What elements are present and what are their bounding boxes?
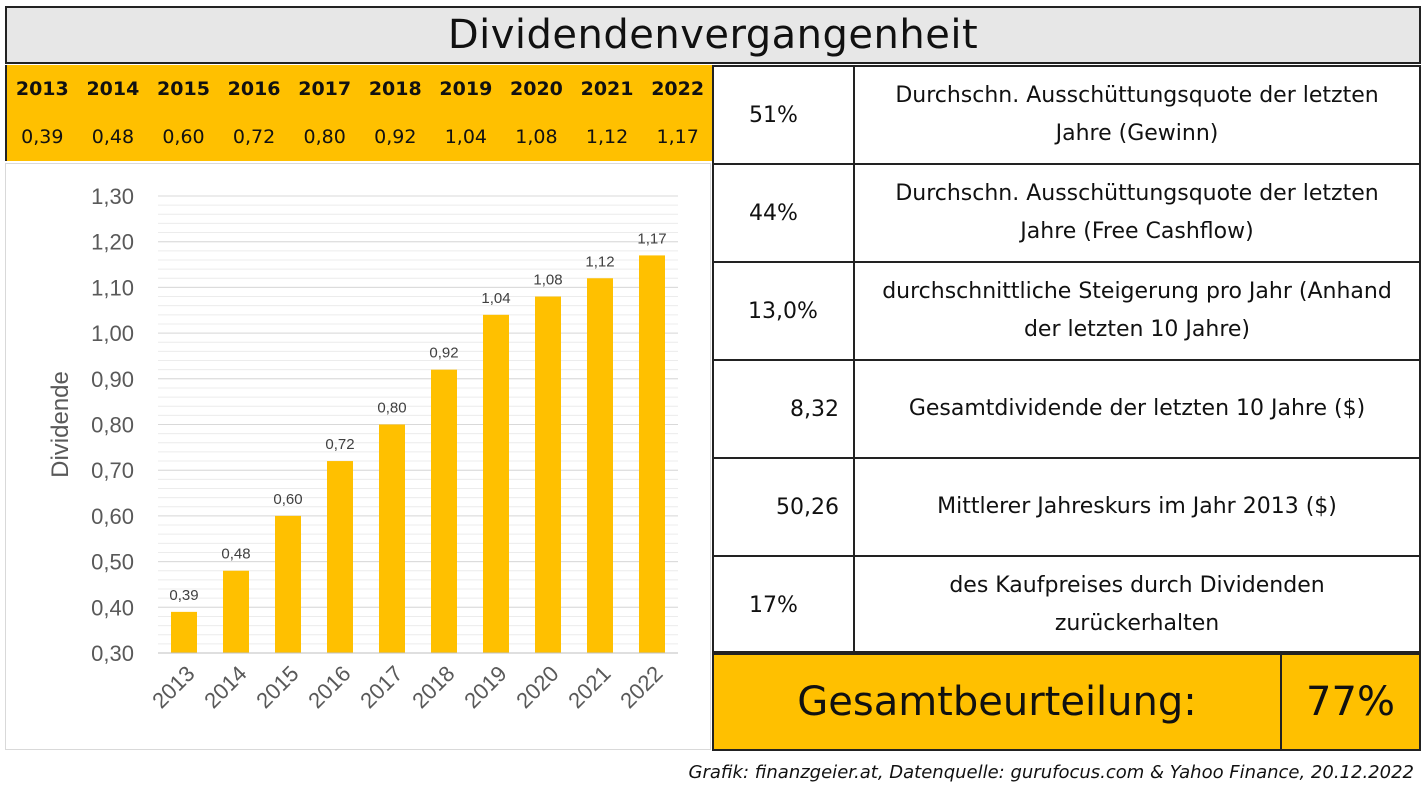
dividend-cell: 1,08 bbox=[515, 126, 558, 148]
dividend-row: 0,39 0,48 0,60 0,72 0,80 0,92 1,04 1,08 … bbox=[7, 113, 713, 161]
x-tick-label: 2013 bbox=[147, 661, 199, 713]
metric-label: durchschnittliche Steigerung pro Jahr (A… bbox=[882, 279, 1392, 342]
data-label: 1,08 bbox=[533, 272, 562, 289]
metric-value: 44% bbox=[714, 165, 855, 261]
dividend-cell: 0,39 bbox=[21, 126, 64, 148]
metric-row: 17% des Kaufpreises durch Dividenden zur… bbox=[714, 555, 1419, 653]
bar bbox=[171, 611, 197, 653]
y-tick-label: 0,90 bbox=[91, 367, 134, 392]
data-label: 1,12 bbox=[585, 253, 614, 270]
x-tick-label: 2022 bbox=[615, 661, 667, 713]
metric-value: 50,26 bbox=[714, 459, 855, 555]
bar bbox=[483, 314, 509, 653]
data-label: 1,17 bbox=[637, 230, 666, 247]
y-tick-label: 1,30 bbox=[91, 184, 134, 209]
year-cell: 2022 bbox=[651, 78, 705, 100]
dividend-bar-chart: 0,30 0,40 0,50 0,60 0,70 0,80 0,90 1,00 1,10 1,20… bbox=[47, 184, 678, 713]
metric-row: 8,32 Gesamtdividende der letzten 10 Jahr… bbox=[714, 359, 1419, 457]
metric-row: 44% Durchschn. Ausschüttungsquote der le… bbox=[714, 163, 1419, 261]
source-footnote: Grafik: finanzgeier.at, Datenquelle: gur… bbox=[688, 762, 1414, 783]
y-axis-label: Dividende bbox=[47, 371, 74, 478]
metric-label: Mittlerer Jahreskurs im Jahr 2013 ($) bbox=[937, 494, 1337, 519]
bar bbox=[327, 461, 353, 653]
year-cell: 2020 bbox=[510, 78, 563, 100]
dividend-cell: 0,72 bbox=[232, 126, 276, 148]
year-cell: 2016 bbox=[227, 78, 281, 100]
x-tick-label: 2015 bbox=[251, 661, 303, 713]
x-tick-label: 2020 bbox=[511, 661, 563, 713]
bar bbox=[639, 255, 665, 653]
y-tick-label: 1,00 bbox=[91, 321, 134, 346]
dividend-cell: 1,17 bbox=[656, 126, 699, 148]
y-tick-label: 0,60 bbox=[91, 504, 134, 529]
metric-value: 13,0% bbox=[714, 263, 855, 359]
bar bbox=[223, 570, 249, 653]
year-row: 2013 2014 2015 2016 2017 2018 2019 2020 … bbox=[7, 65, 713, 113]
y-tick-label: 0,80 bbox=[91, 413, 134, 438]
dividend-cell: 1,12 bbox=[585, 126, 629, 148]
data-label: 0,48 bbox=[221, 546, 250, 563]
year-cell: 2018 bbox=[368, 78, 422, 100]
page-title-bar: Dividendenvergangenheit bbox=[5, 6, 1421, 64]
page-title: Dividendenvergangenheit bbox=[447, 12, 979, 58]
data-label: 0,92 bbox=[429, 345, 458, 362]
x-tick-label: 2016 bbox=[303, 661, 355, 713]
year-cell: 2014 bbox=[86, 78, 140, 100]
metric-label: Gesamtdividende der letzten 10 Jahre ($) bbox=[908, 396, 1366, 421]
data-label: 0,72 bbox=[325, 436, 354, 453]
metric-row: 51% Durchschn. Ausschüttungsquote der le… bbox=[714, 65, 1419, 163]
bar bbox=[379, 424, 405, 653]
dividend-chart-panel: 0,30 0,40 0,50 0,60 0,70 0,80 0,90 1,00 1,10 1,20… bbox=[5, 163, 711, 750]
x-tick-label: 2019 bbox=[459, 661, 511, 713]
x-tick-label: 2018 bbox=[407, 661, 459, 713]
bar bbox=[587, 278, 613, 653]
metric-row: 13,0% durchschnittliche Steigerung pro J… bbox=[714, 261, 1419, 359]
year-cell: 2021 bbox=[580, 78, 634, 100]
y-tick-label: 0,50 bbox=[91, 550, 134, 575]
data-label: 0,80 bbox=[377, 400, 406, 417]
metric-value: 51% bbox=[714, 67, 855, 163]
metrics-table: 51% Durchschn. Ausschüttungsquote der le… bbox=[712, 65, 1421, 653]
y-tick-label: 0,30 bbox=[91, 641, 134, 666]
metric-value: 17% bbox=[714, 557, 855, 653]
x-tick-label: 2017 bbox=[355, 661, 407, 713]
metric-label: des Kaufpreises durch Dividenden zurücke… bbox=[949, 573, 1325, 636]
year-cell: 2017 bbox=[298, 78, 352, 100]
y-tick-label: 0,40 bbox=[91, 595, 134, 620]
data-label: 0,60 bbox=[273, 491, 302, 508]
x-tick-label: 2014 bbox=[199, 661, 251, 713]
data-label: 0,39 bbox=[169, 587, 198, 604]
dividend-cell: 0,60 bbox=[162, 126, 205, 148]
dividend-cell: 0,48 bbox=[91, 126, 135, 148]
year-cell: 2019 bbox=[439, 78, 493, 100]
data-label: 1,04 bbox=[481, 290, 510, 307]
overall-rating: Gesamtbeurteilung: 77% bbox=[712, 653, 1421, 751]
x-tick-label: 2021 bbox=[563, 661, 615, 713]
metric-value: 8,32 bbox=[714, 361, 855, 457]
dividend-cell: 0,92 bbox=[374, 126, 417, 148]
bar bbox=[275, 515, 301, 653]
y-tick-label: 1,10 bbox=[91, 275, 134, 300]
overall-rating-value: 77% bbox=[1306, 679, 1395, 725]
year-cell: 2013 bbox=[15, 78, 69, 100]
metric-label: Durchschn. Ausschüttungsquote der letzte… bbox=[895, 181, 1379, 244]
metric-row: 50,26 Mittlerer Jahreskurs im Jahr 2013 … bbox=[714, 457, 1419, 555]
year-cell: 2015 bbox=[157, 78, 210, 100]
overall-rating-label: Gesamtbeurteilung: bbox=[714, 655, 1282, 749]
dividend-cell: 0,80 bbox=[303, 126, 346, 148]
y-tick-label: 0,70 bbox=[91, 458, 134, 483]
bar bbox=[431, 369, 457, 653]
metric-label: Durchschn. Ausschüttungsquote der letzte… bbox=[895, 83, 1379, 146]
bar bbox=[535, 296, 561, 653]
y-tick-label: 1,20 bbox=[91, 230, 134, 255]
dividend-year-table: 2013 2014 2015 2016 2017 2018 2019 2020 … bbox=[5, 65, 713, 161]
dividend-cell: 1,04 bbox=[444, 126, 488, 148]
